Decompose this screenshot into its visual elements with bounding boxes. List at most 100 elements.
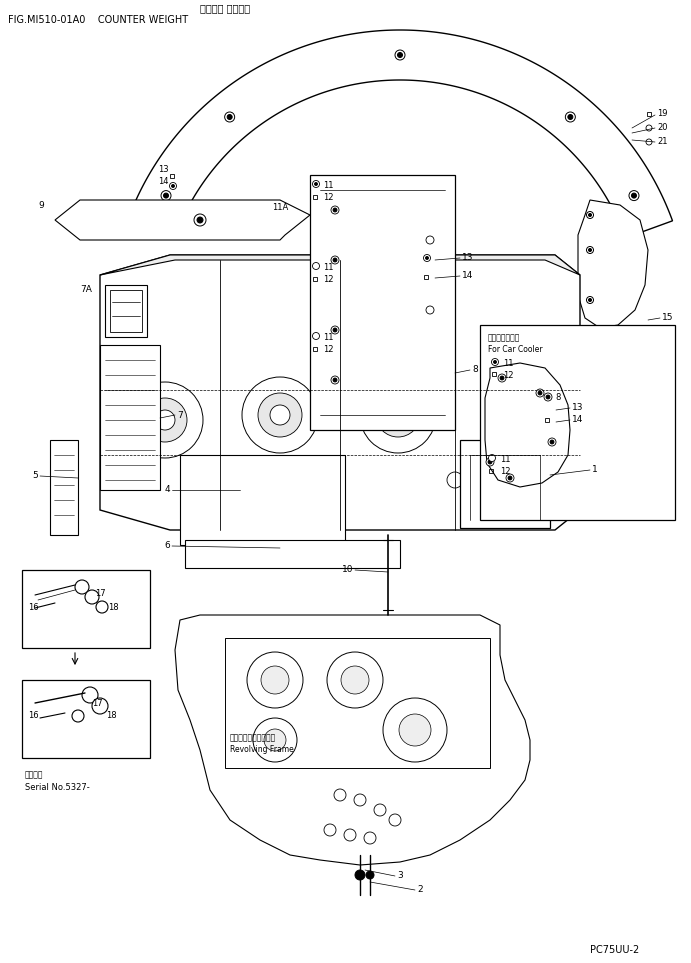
Circle shape bbox=[546, 395, 550, 399]
Text: 20: 20 bbox=[657, 122, 668, 132]
Circle shape bbox=[565, 112, 576, 122]
Text: 16: 16 bbox=[28, 711, 39, 719]
Circle shape bbox=[312, 180, 319, 188]
Circle shape bbox=[374, 804, 386, 816]
Text: 11: 11 bbox=[323, 181, 334, 191]
Text: 14: 14 bbox=[462, 272, 473, 280]
Circle shape bbox=[333, 328, 337, 332]
Circle shape bbox=[500, 376, 504, 380]
Circle shape bbox=[387, 282, 403, 298]
Circle shape bbox=[508, 476, 512, 480]
Circle shape bbox=[164, 194, 169, 198]
Text: 2: 2 bbox=[417, 886, 423, 895]
Circle shape bbox=[96, 601, 108, 613]
Text: 5: 5 bbox=[32, 472, 38, 481]
Circle shape bbox=[331, 376, 339, 384]
Circle shape bbox=[538, 391, 542, 395]
Circle shape bbox=[587, 212, 594, 219]
Text: FIG.MI510-01A0    COUNTER WEIGHT: FIG.MI510-01A0 COUNTER WEIGHT bbox=[8, 15, 188, 25]
Circle shape bbox=[331, 206, 339, 214]
Circle shape bbox=[568, 115, 573, 119]
Circle shape bbox=[355, 870, 365, 880]
Circle shape bbox=[489, 455, 495, 461]
Circle shape bbox=[424, 254, 430, 262]
Text: 13: 13 bbox=[572, 403, 583, 412]
Circle shape bbox=[395, 50, 405, 60]
Text: 3: 3 bbox=[397, 872, 403, 880]
Text: 18: 18 bbox=[108, 603, 119, 612]
Circle shape bbox=[334, 789, 346, 801]
Bar bbox=[22, 680, 150, 758]
Circle shape bbox=[587, 247, 594, 253]
Circle shape bbox=[354, 794, 366, 806]
Text: 4: 4 bbox=[164, 485, 170, 494]
Circle shape bbox=[324, 824, 336, 836]
Circle shape bbox=[388, 405, 408, 425]
Circle shape bbox=[482, 442, 498, 458]
Text: 12: 12 bbox=[500, 467, 511, 477]
Text: 6: 6 bbox=[164, 541, 170, 551]
Circle shape bbox=[589, 248, 591, 251]
Polygon shape bbox=[578, 200, 648, 328]
Text: カークーラー用: カークーラー用 bbox=[488, 333, 520, 343]
Text: 9: 9 bbox=[38, 200, 44, 210]
Circle shape bbox=[646, 139, 652, 145]
Circle shape bbox=[399, 714, 431, 746]
Circle shape bbox=[312, 332, 319, 340]
Circle shape bbox=[383, 698, 447, 762]
Text: PC75UU-2: PC75UU-2 bbox=[590, 945, 639, 955]
Circle shape bbox=[548, 438, 556, 446]
Bar bbox=[110, 290, 142, 332]
Bar bbox=[50, 440, 78, 535]
Circle shape bbox=[397, 53, 402, 58]
Circle shape bbox=[322, 282, 338, 298]
Text: 1: 1 bbox=[592, 465, 598, 475]
Text: 19: 19 bbox=[657, 110, 668, 118]
Circle shape bbox=[333, 208, 337, 212]
Text: Serial No.5327-: Serial No.5327- bbox=[25, 784, 90, 793]
Bar bbox=[225, 638, 490, 768]
Circle shape bbox=[506, 474, 514, 482]
Circle shape bbox=[333, 258, 337, 262]
Text: 12: 12 bbox=[323, 194, 334, 202]
Text: 16: 16 bbox=[28, 604, 39, 612]
Circle shape bbox=[161, 191, 171, 200]
Polygon shape bbox=[175, 615, 530, 865]
Bar bbox=[22, 570, 150, 648]
Text: 17: 17 bbox=[92, 699, 103, 709]
Circle shape bbox=[587, 297, 594, 303]
Circle shape bbox=[376, 393, 420, 437]
Circle shape bbox=[253, 718, 297, 762]
Circle shape bbox=[143, 398, 187, 442]
Text: 17: 17 bbox=[95, 589, 106, 598]
Text: 12: 12 bbox=[323, 346, 334, 354]
Circle shape bbox=[270, 405, 290, 425]
Circle shape bbox=[85, 590, 99, 604]
Text: 14: 14 bbox=[572, 415, 583, 425]
Text: 18: 18 bbox=[106, 712, 117, 720]
Text: 11: 11 bbox=[323, 333, 334, 343]
Circle shape bbox=[82, 687, 98, 703]
Circle shape bbox=[536, 389, 544, 397]
Polygon shape bbox=[127, 30, 672, 238]
Text: 適用号機: 適用号機 bbox=[25, 770, 44, 779]
Bar bbox=[180, 455, 345, 545]
Text: 12: 12 bbox=[323, 275, 334, 284]
Circle shape bbox=[632, 194, 636, 198]
Circle shape bbox=[194, 214, 206, 226]
Circle shape bbox=[426, 306, 434, 314]
Text: For Car Cooler: For Car Cooler bbox=[488, 346, 542, 354]
Circle shape bbox=[264, 729, 286, 751]
Bar bbox=[460, 440, 550, 528]
Bar bbox=[100, 345, 160, 490]
Bar bbox=[105, 285, 147, 337]
Circle shape bbox=[589, 299, 591, 301]
Circle shape bbox=[169, 183, 176, 190]
Text: 10: 10 bbox=[341, 565, 353, 575]
Circle shape bbox=[227, 115, 232, 119]
Polygon shape bbox=[100, 255, 580, 275]
Text: 13: 13 bbox=[462, 253, 473, 263]
Circle shape bbox=[72, 710, 84, 722]
Circle shape bbox=[646, 125, 652, 131]
Circle shape bbox=[333, 378, 337, 382]
